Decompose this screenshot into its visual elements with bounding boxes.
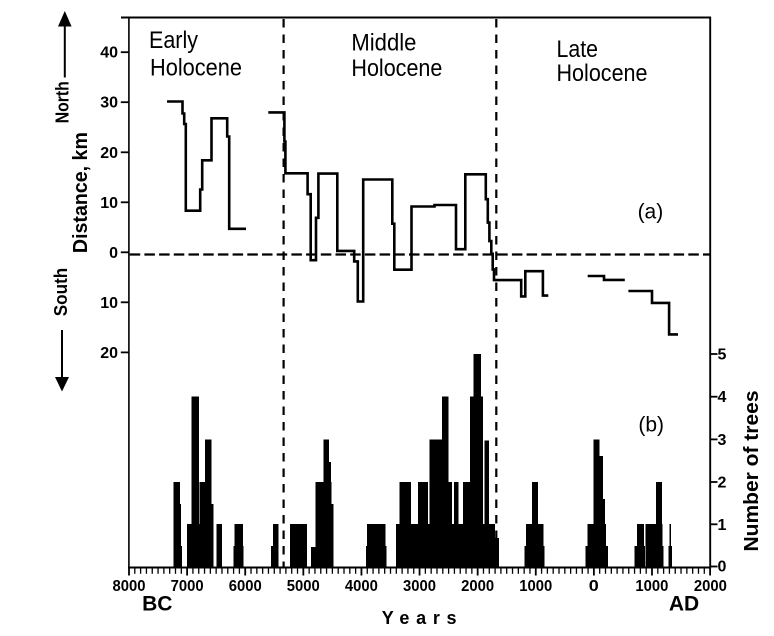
svg-text:7000: 7000 [171, 578, 204, 595]
svg-text:10: 10 [100, 295, 118, 312]
svg-text:Holocene: Holocene [351, 55, 442, 82]
svg-text:Years: Years [382, 608, 464, 628]
svg-text:0: 0 [718, 559, 727, 576]
svg-text:1000: 1000 [635, 578, 668, 595]
svg-text:(b): (b) [638, 413, 664, 436]
svg-text:BC: BC [142, 592, 172, 615]
svg-text:4000: 4000 [345, 578, 378, 595]
svg-text:5000: 5000 [287, 578, 320, 595]
svg-text:3000: 3000 [403, 578, 436, 595]
svg-text:0: 0 [109, 245, 118, 262]
svg-text:Middle: Middle [351, 30, 416, 57]
svg-text:4: 4 [718, 389, 727, 406]
svg-text:South: South [51, 268, 71, 317]
svg-text:3: 3 [718, 432, 727, 449]
svg-text:1: 1 [718, 517, 727, 534]
svg-text:8000: 8000 [113, 578, 146, 595]
svg-text:Distance, km: Distance, km [70, 132, 92, 253]
svg-text:North: North [53, 81, 73, 123]
svg-text:(a): (a) [638, 200, 664, 223]
svg-text:AD: AD [669, 593, 699, 616]
svg-text:20: 20 [100, 145, 118, 162]
svg-text:5: 5 [718, 347, 727, 364]
svg-text:10: 10 [100, 195, 118, 212]
svg-text:30: 30 [100, 95, 118, 112]
svg-text:Holocene: Holocene [150, 54, 242, 81]
svg-text:Number of trees: Number of trees [741, 391, 763, 552]
svg-text:2000: 2000 [694, 578, 727, 595]
svg-text:40: 40 [100, 45, 118, 62]
svg-text:2000: 2000 [461, 578, 494, 595]
svg-text:0: 0 [589, 578, 599, 595]
svg-text:20: 20 [100, 345, 118, 362]
svg-text:2: 2 [718, 475, 727, 492]
svg-text:Holocene: Holocene [557, 60, 648, 87]
svg-text:6000: 6000 [229, 578, 262, 595]
svg-text:Early: Early [149, 27, 198, 54]
svg-text:1000: 1000 [519, 578, 552, 595]
svg-text:Late: Late [557, 36, 599, 63]
